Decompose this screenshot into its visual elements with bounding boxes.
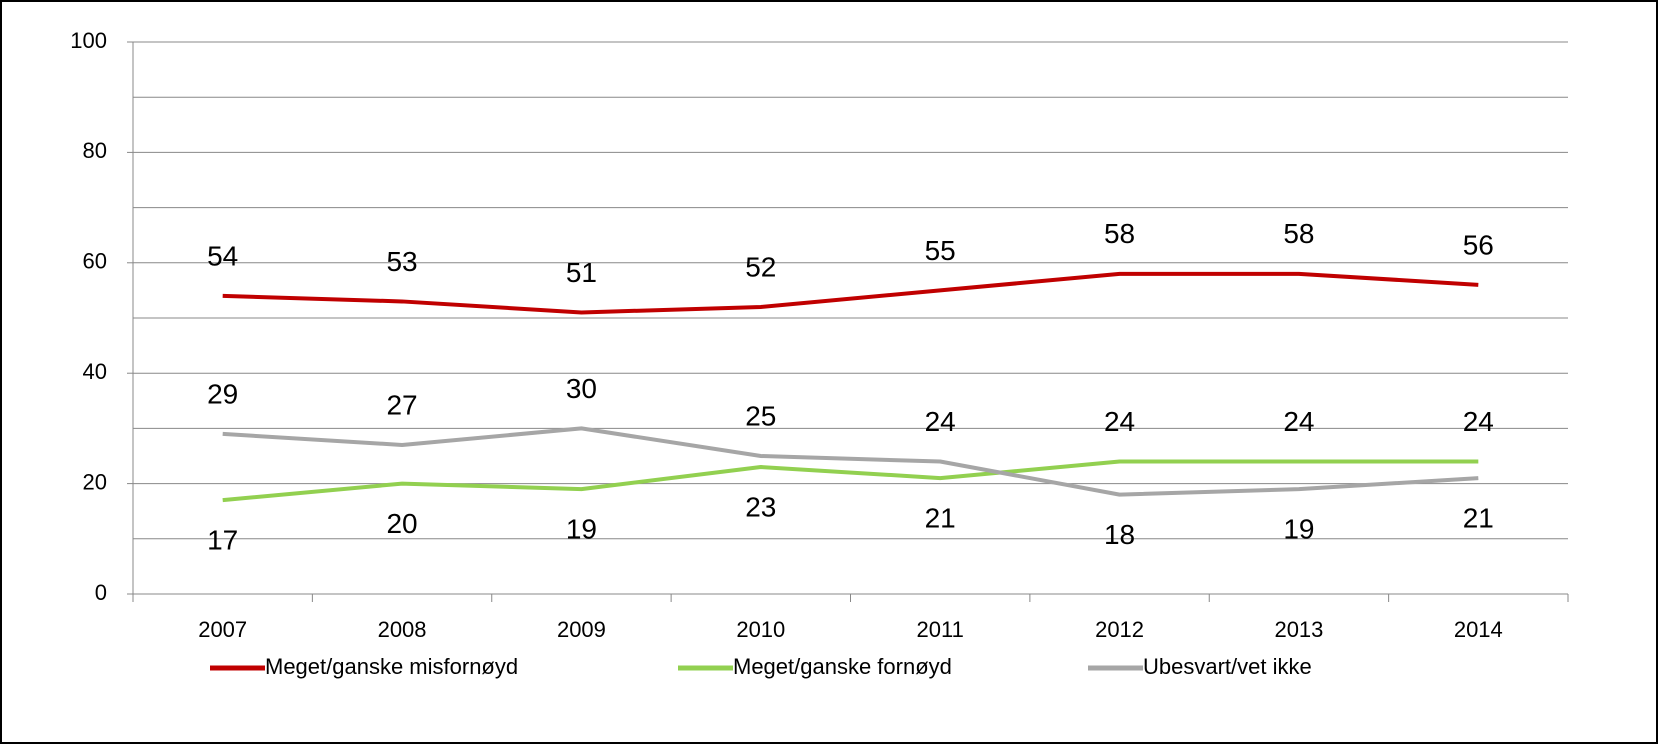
series-line [222, 271, 1479, 315]
data-label: 21 [925, 502, 956, 533]
data-label: 27 [386, 389, 417, 420]
y-tick-label: 60 [83, 249, 107, 274]
data-label: 24 [1283, 406, 1314, 437]
series-line [222, 426, 1479, 497]
data-label: 18 [1104, 519, 1135, 550]
data-label: 56 [1463, 229, 1494, 260]
legend-label: Ubesvart/vet ikke [1143, 654, 1312, 679]
data-label: 19 [1283, 514, 1314, 545]
data-label: 58 [1283, 218, 1314, 249]
x-tick-label: 2010 [736, 617, 785, 642]
x-tick-label: 2014 [1454, 617, 1503, 642]
x-tick-label: 2012 [1095, 617, 1144, 642]
data-label: 19 [566, 514, 597, 545]
y-tick-label: 80 [83, 138, 107, 163]
legend-label: Meget/ganske fornøyd [733, 654, 952, 679]
y-tick-label: 100 [70, 28, 107, 53]
data-label: 23 [745, 491, 776, 522]
data-label: 29 [207, 378, 238, 409]
x-tick-label: 2013 [1274, 617, 1323, 642]
data-label: 53 [386, 246, 417, 277]
x-tick-label: 2008 [378, 617, 427, 642]
data-label: 55 [925, 235, 956, 266]
data-label: 58 [1104, 218, 1135, 249]
data-label: 25 [745, 400, 776, 431]
data-label: 52 [745, 251, 776, 282]
x-tick-label: 2011 [917, 617, 964, 642]
data-label: 24 [1463, 406, 1494, 437]
data-label: 54 [207, 240, 238, 271]
y-tick-label: 0 [95, 580, 107, 605]
y-tick-label: 40 [83, 359, 107, 384]
data-label: 24 [1104, 406, 1135, 437]
series-line [222, 459, 1479, 503]
x-tick-label: 2007 [198, 617, 247, 642]
legend-label: Meget/ganske misfornøyd [265, 654, 518, 679]
y-tick-label: 20 [83, 469, 107, 494]
data-label: 17 [207, 525, 238, 556]
data-label: 24 [925, 406, 956, 437]
data-label: 30 [566, 373, 597, 404]
x-tick-label: 2009 [557, 617, 606, 642]
data-label: 20 [386, 508, 417, 539]
data-label: 21 [1463, 502, 1494, 533]
data-label: 51 [566, 257, 597, 288]
